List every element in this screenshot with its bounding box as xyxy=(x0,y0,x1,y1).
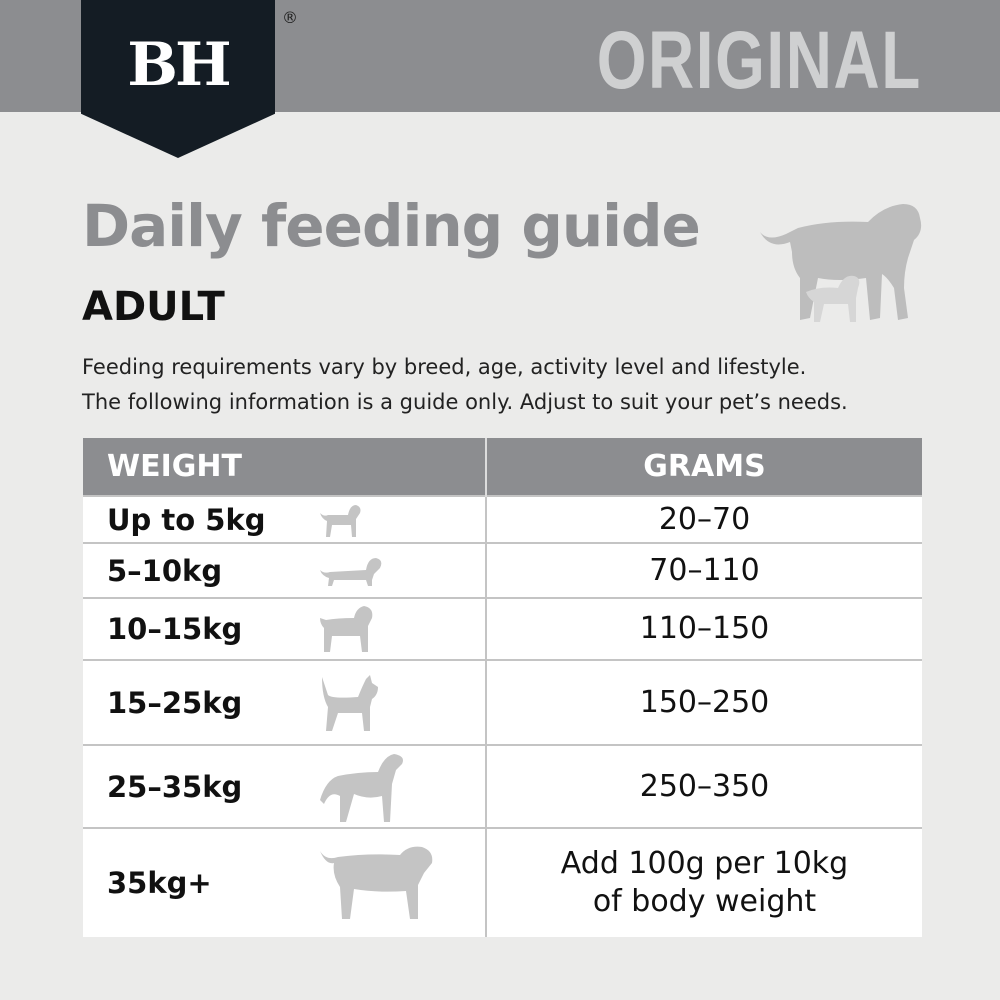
table-row: 35kg+ Add 100g per 10kg of body weight xyxy=(83,827,922,937)
life-stage-heading: ADULT xyxy=(82,284,225,330)
intro-line: Feeding requirements vary by breed, age,… xyxy=(82,355,807,379)
dachshund-icon xyxy=(320,557,382,586)
feeding-table: WEIGHT GRAMS Up to 5kg 20–70 5–10kg 70–1… xyxy=(83,438,922,937)
registered-mark: ® xyxy=(282,8,298,27)
table-row: 25–35kg 250–350 xyxy=(83,744,922,828)
weight-cell: Up to 5kg xyxy=(107,502,266,537)
grams-cell: 20–70 xyxy=(485,495,922,543)
grams-cell: 110–150 xyxy=(485,597,922,660)
grams-cell: 150–250 xyxy=(485,659,922,745)
table-row: Up to 5kg 20–70 xyxy=(83,495,922,543)
weight-cell: 10–15kg xyxy=(107,612,243,646)
weight-cell: 5–10kg xyxy=(107,553,223,588)
table-header: WEIGHT GRAMS xyxy=(83,438,922,496)
bulldog-icon xyxy=(320,606,373,652)
variant-label: ORIGINAL xyxy=(596,15,922,106)
grams-line: Add 100g per 10kg xyxy=(560,846,849,881)
grams-cell: 250–350 xyxy=(485,744,922,828)
table-row: 15–25kg 150–250 xyxy=(83,659,922,745)
weight-cell: 25–35kg xyxy=(107,769,243,804)
brand-logo: BH xyxy=(81,0,275,158)
intro-text: Feeding requirements vary by breed, age,… xyxy=(82,350,848,420)
mastiff-icon xyxy=(320,846,433,919)
page-title: Daily feeding guide xyxy=(82,192,701,260)
grams-line: of body weight xyxy=(592,884,817,919)
weight-cell: 15–25kg xyxy=(107,685,243,720)
grams-cell: 70–110 xyxy=(485,542,922,598)
table-row: 5–10kg 70–110 xyxy=(83,542,922,598)
table-row: 10–15kg 110–150 xyxy=(83,597,922,660)
grams-cell: Add 100g per 10kg of body weight xyxy=(485,827,922,937)
weight-cell: 35kg+ xyxy=(107,866,212,900)
small-dog-icon xyxy=(320,504,361,537)
intro-line: The following information is a guide onl… xyxy=(82,390,848,414)
grams-header: GRAMS xyxy=(485,438,922,496)
terrier-icon xyxy=(322,674,378,731)
weight-header: WEIGHT xyxy=(83,438,486,496)
great-dane-icon xyxy=(320,753,403,822)
dogs-icon xyxy=(760,204,922,322)
